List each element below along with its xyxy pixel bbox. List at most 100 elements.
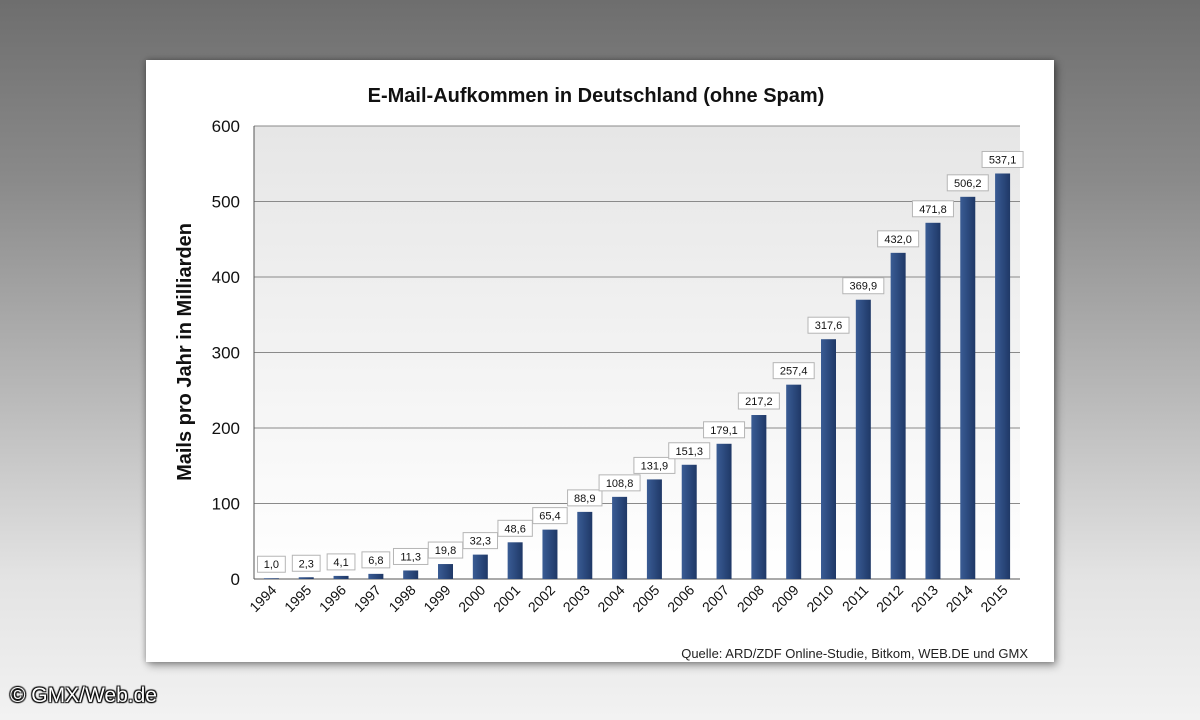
chart-card: E-Mail-Aufkommen in Deutschland (ohne Sp… — [146, 60, 1054, 662]
value-label-box — [668, 442, 711, 460]
y-tick-label: 300 — [212, 344, 240, 363]
x-tick-label: 2012 — [873, 582, 906, 615]
bar — [925, 222, 941, 579]
value-label-box — [807, 316, 850, 334]
x-tick-label: 2002 — [525, 582, 558, 615]
y-tick-label: 200 — [212, 419, 240, 438]
bar — [542, 529, 558, 579]
value-label: 179,1 — [710, 425, 738, 437]
x-tick-label: 1994 — [246, 582, 279, 615]
x-tick-label: 2010 — [803, 582, 836, 615]
value-label-box — [567, 489, 603, 507]
x-tick-label: 1999 — [420, 582, 453, 615]
value-label: 11,3 — [400, 551, 421, 563]
bar — [821, 339, 836, 579]
value-label-box — [497, 519, 533, 537]
value-label-box — [462, 532, 499, 550]
x-tick-label: 1995 — [281, 582, 314, 615]
bar — [298, 577, 314, 579]
x-tick-label: 2014 — [943, 582, 976, 615]
value-label: 48,6 — [504, 523, 525, 535]
x-tick-label: 1998 — [385, 582, 418, 615]
source-note: Quelle: ARD/ZDF Online-Studie, Bitkom, W… — [681, 646, 1028, 661]
value-label: 2,3 — [299, 558, 314, 570]
y-tick-label: 0 — [231, 570, 240, 589]
bar — [438, 564, 453, 579]
bar — [646, 479, 662, 579]
x-tick-label: 2013 — [908, 582, 941, 615]
value-label-box — [703, 421, 746, 439]
x-tick-label: 2001 — [490, 582, 523, 615]
x-tick-label: 1996 — [316, 582, 349, 615]
y-tick-label: 500 — [212, 193, 240, 212]
bar — [960, 196, 976, 579]
bar — [368, 573, 384, 579]
value-label: 131,9 — [641, 460, 669, 472]
value-labels: 1,0 2,3 4,1 6,8 11,3 19,8 32,3 48,6 65,4 88,9 108,… — [257, 150, 1024, 573]
value-label: 6,8 — [368, 555, 383, 567]
bar — [786, 384, 802, 579]
x-tick-label: 2003 — [560, 582, 593, 615]
bar — [507, 542, 523, 579]
value-label: 65,4 — [539, 511, 560, 523]
value-label-box — [911, 200, 954, 218]
value-label-box — [427, 541, 464, 559]
value-label: 88,9 — [574, 493, 595, 505]
value-label-box — [842, 277, 885, 295]
value-label: 506,2 — [954, 178, 982, 190]
bar — [472, 554, 488, 579]
value-label: 432,0 — [884, 234, 912, 246]
x-tick-label: 2000 — [455, 582, 488, 615]
bar — [681, 464, 697, 579]
value-label: 317,6 — [815, 320, 843, 332]
value-label: 257,4 — [780, 366, 808, 378]
y-tick-label: 600 — [212, 117, 240, 136]
value-label-box — [291, 554, 321, 572]
chart-title: E-Mail-Aufkommen in Deutschland (ohne Sp… — [368, 85, 825, 107]
x-tick-label: 2008 — [734, 582, 767, 615]
bar — [855, 299, 871, 579]
x-tick-label: 2011 — [839, 582, 872, 615]
value-label: 4,1 — [333, 557, 348, 569]
x-tick-label: 2015 — [977, 582, 1010, 615]
x-tick-label: 2009 — [768, 582, 801, 615]
value-label-box — [633, 456, 676, 474]
value-label-box — [737, 392, 780, 410]
value-label: 369,9 — [850, 281, 878, 293]
value-label: 108,8 — [606, 478, 634, 490]
value-label-box — [981, 150, 1024, 168]
bar — [995, 173, 1011, 579]
bar-chart: E-Mail-Aufkommen in Deutschland (ohne Sp… — [174, 85, 1028, 661]
value-label-box — [532, 507, 568, 525]
value-label-box — [598, 474, 641, 492]
bar — [333, 575, 349, 579]
x-tick-label: 2004 — [594, 582, 627, 615]
bar — [577, 511, 593, 579]
value-label-box — [946, 174, 989, 192]
value-label: 19,8 — [435, 545, 456, 557]
value-label: 537,1 — [989, 154, 1017, 166]
value-label-box — [772, 362, 815, 380]
copyright-watermark: © GMX/Web.de — [10, 684, 157, 707]
x-axis-ticks: 1994 1995 1996 1997 1998 1999 2000 2001 2002 2003… — [246, 582, 1011, 615]
bar — [716, 443, 732, 579]
bar — [751, 415, 767, 579]
value-label-box — [361, 551, 391, 569]
x-tick-label: 2005 — [629, 582, 662, 615]
y-axis-ticks: 0 100 200 300 400 500 600 — [212, 117, 240, 589]
bar — [890, 252, 906, 579]
value-label-box — [877, 230, 920, 248]
bar — [403, 570, 419, 579]
value-label: 217,2 — [745, 396, 773, 408]
value-label: 151,3 — [675, 446, 703, 458]
value-label: 1,0 — [264, 559, 279, 571]
bar — [263, 578, 279, 579]
bar — [612, 496, 628, 579]
bars — [263, 173, 1011, 579]
value-label: 471,8 — [919, 204, 947, 216]
x-tick-label: 2006 — [664, 582, 697, 615]
value-label-box — [257, 555, 286, 573]
x-tick-label: 1997 — [351, 582, 384, 615]
value-label-box — [326, 553, 356, 571]
y-tick-label: 400 — [212, 268, 240, 287]
